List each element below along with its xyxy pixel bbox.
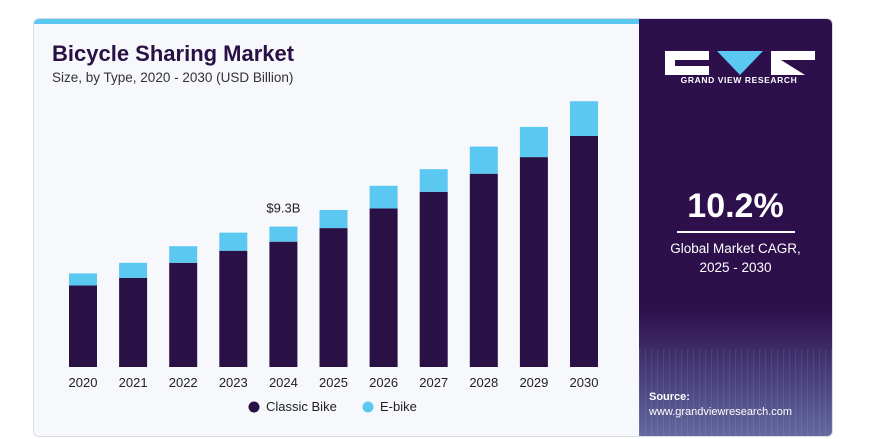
bar-classic-bike-2020	[69, 285, 97, 367]
bar-e-bike-2024	[269, 226, 298, 242]
bar-e-bike-2020	[69, 273, 97, 286]
bar-classic-bike-2021	[119, 277, 148, 367]
legend-marker-e-bike	[362, 401, 374, 413]
bar-e-bike-2025	[319, 209, 348, 229]
source-label: Source:	[649, 391, 690, 403]
x-tick-label-2020: 2020	[69, 375, 98, 390]
x-tick-label-2025: 2025	[319, 375, 348, 390]
bar-classic-bike-2028	[469, 173, 498, 367]
x-tick-label-2023: 2023	[219, 375, 248, 390]
info-panel: GRAND VIEW RESEARCH 10.2% Global Market …	[639, 19, 832, 436]
cagr-divider	[677, 231, 795, 233]
bar-classic-bike-2030	[570, 135, 598, 367]
bar-e-bike-2021	[119, 262, 148, 278]
bar-e-bike-2030	[570, 101, 598, 136]
legend-marker-classic-bike	[248, 401, 260, 413]
bar-e-bike-2028	[469, 146, 498, 174]
cagr-period: 2025 - 2030	[699, 260, 772, 275]
x-tick-label-2027: 2027	[419, 375, 448, 390]
bar-e-bike-2023	[219, 232, 248, 251]
cagr-description: Global Market CAGR, 2025 - 2030	[639, 239, 832, 277]
legend-label-classic-bike: Classic Bike	[266, 399, 337, 414]
bar-e-bike-2026	[369, 185, 398, 209]
bar-classic-bike-2026	[369, 208, 398, 367]
bar-e-bike-2022	[169, 246, 198, 263]
bar-classic-bike-2025	[319, 228, 348, 367]
x-tick-label-2026: 2026	[369, 375, 398, 390]
bar-classic-bike-2027	[419, 191, 448, 367]
bar-classic-bike-2029	[519, 157, 548, 367]
x-tick-label-2028: 2028	[469, 375, 498, 390]
bar-e-bike-2027	[419, 169, 448, 192]
x-tick-label-2021: 2021	[119, 375, 148, 390]
bar-classic-bike-2023	[219, 250, 248, 367]
grand-view-research-logo	[665, 51, 815, 75]
chart-subtitle: Size, by Type, 2020 - 2030 (USD Billion)	[52, 70, 294, 85]
panel-gradient	[639, 309, 832, 436]
bar-chart: 2020 2021 2022 2023 2024 $9.3B 2025 2026 2027 202…	[69, 101, 599, 414]
bar-classic-bike-2024	[269, 241, 298, 367]
source-block: Source: www.grandviewresearch.com	[649, 390, 792, 420]
chart-panel: Bicycle Sharing Market Size, by Type, 20…	[34, 19, 639, 436]
x-tick-label-2024: 2024	[269, 375, 298, 390]
x-tick-label-2029: 2029	[519, 375, 548, 390]
cagr-label: Global Market CAGR,	[670, 241, 801, 256]
cagr-value: 10.2%	[687, 187, 784, 225]
x-tick-label-2030: 2030	[570, 375, 599, 390]
x-tick-label-2022: 2022	[169, 375, 198, 390]
chart-title: Bicycle Sharing Market	[52, 41, 295, 66]
accent-bar	[34, 19, 639, 24]
chart-card: Bicycle Sharing Market Size, by Type, 20…	[33, 18, 833, 437]
legend-label-e-bike: E-bike	[380, 399, 417, 414]
source-url[interactable]: www.grandviewresearch.com	[649, 406, 793, 418]
brand-name: GRAND VIEW RESEARCH	[680, 75, 798, 85]
data-label-2024: $9.3B	[266, 201, 300, 216]
bar-e-bike-2029	[519, 126, 548, 158]
bar-classic-bike-2022	[169, 262, 198, 367]
panel-texture	[639, 349, 832, 436]
